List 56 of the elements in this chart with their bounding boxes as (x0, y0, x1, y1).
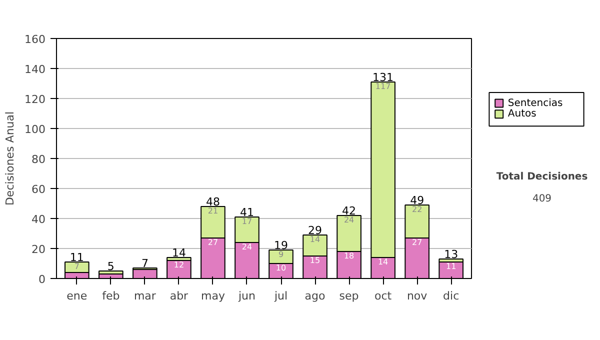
x-tick-label: may (200, 290, 226, 302)
y-tick-label: 0 (38, 273, 46, 286)
total-label: 41 (240, 206, 254, 219)
total-label: 42 (342, 204, 356, 218)
x-tick-label: dic (443, 290, 460, 302)
y-tick-label: 100 (24, 123, 46, 136)
y-tick-label: 140 (24, 63, 46, 76)
data-label: 24 (242, 242, 252, 252)
x-tick-label: mar (134, 290, 156, 302)
x-tick-label: abr (170, 290, 189, 302)
data-label: 117 (375, 82, 391, 91)
y-tick-label: 80 (32, 153, 46, 166)
data-label: 7 (74, 262, 80, 271)
x-tick-label: ene (66, 290, 88, 302)
total-label: 13 (444, 248, 458, 261)
total-label: 11 (70, 251, 84, 264)
total-label: 19 (274, 239, 288, 252)
y-tick-label: 120 (24, 93, 46, 106)
data-label: 18 (344, 252, 354, 260)
data-label: 11 (446, 262, 456, 271)
data-label: 14 (310, 235, 320, 244)
total-label: 29 (308, 224, 322, 237)
text: Total Decisiones (496, 172, 588, 182)
x-tick-label: ago (304, 290, 326, 302)
bar (98, 270, 124, 274)
total-label: 131 (372, 71, 394, 84)
y-axis-title: Decisiones Anual (4, 111, 17, 206)
x-tick-label: nov (406, 290, 428, 302)
data-label: 17 (242, 217, 252, 226)
data-label: 10 (276, 264, 286, 272)
x-tick-label: sep (339, 290, 359, 302)
x-tick-label: jun (237, 290, 256, 302)
y-tick-label: 20 (32, 243, 46, 256)
data-label: 22 (412, 205, 422, 214)
data-label: 14 (378, 258, 388, 266)
data-label: 24 (344, 216, 354, 224)
total-label: 7 (141, 257, 148, 270)
data-label: 15 (310, 256, 320, 265)
total-label: 14 (172, 246, 186, 260)
data-label: 27 (208, 238, 218, 247)
total-label: 49 (410, 194, 424, 207)
legend-label: Sentencias (508, 98, 563, 109)
x-tick-label: jul (273, 290, 288, 302)
total-label: 5 (107, 260, 114, 273)
y-tick-label: 60 (32, 183, 46, 196)
x-tick-label: oct (374, 290, 392, 302)
data-label: 12 (174, 260, 184, 270)
y-tick-label: 160 (24, 33, 46, 46)
text: 409 (532, 194, 552, 205)
data-label: 27 (412, 238, 422, 247)
legend-label: Autos (508, 108, 536, 120)
data-label: 21 (208, 206, 218, 216)
y-tick-label: 40 (32, 213, 46, 226)
total-label: 48 (206, 196, 220, 208)
x-tick-label: feb (102, 290, 120, 302)
data-label: 9 (278, 250, 284, 259)
